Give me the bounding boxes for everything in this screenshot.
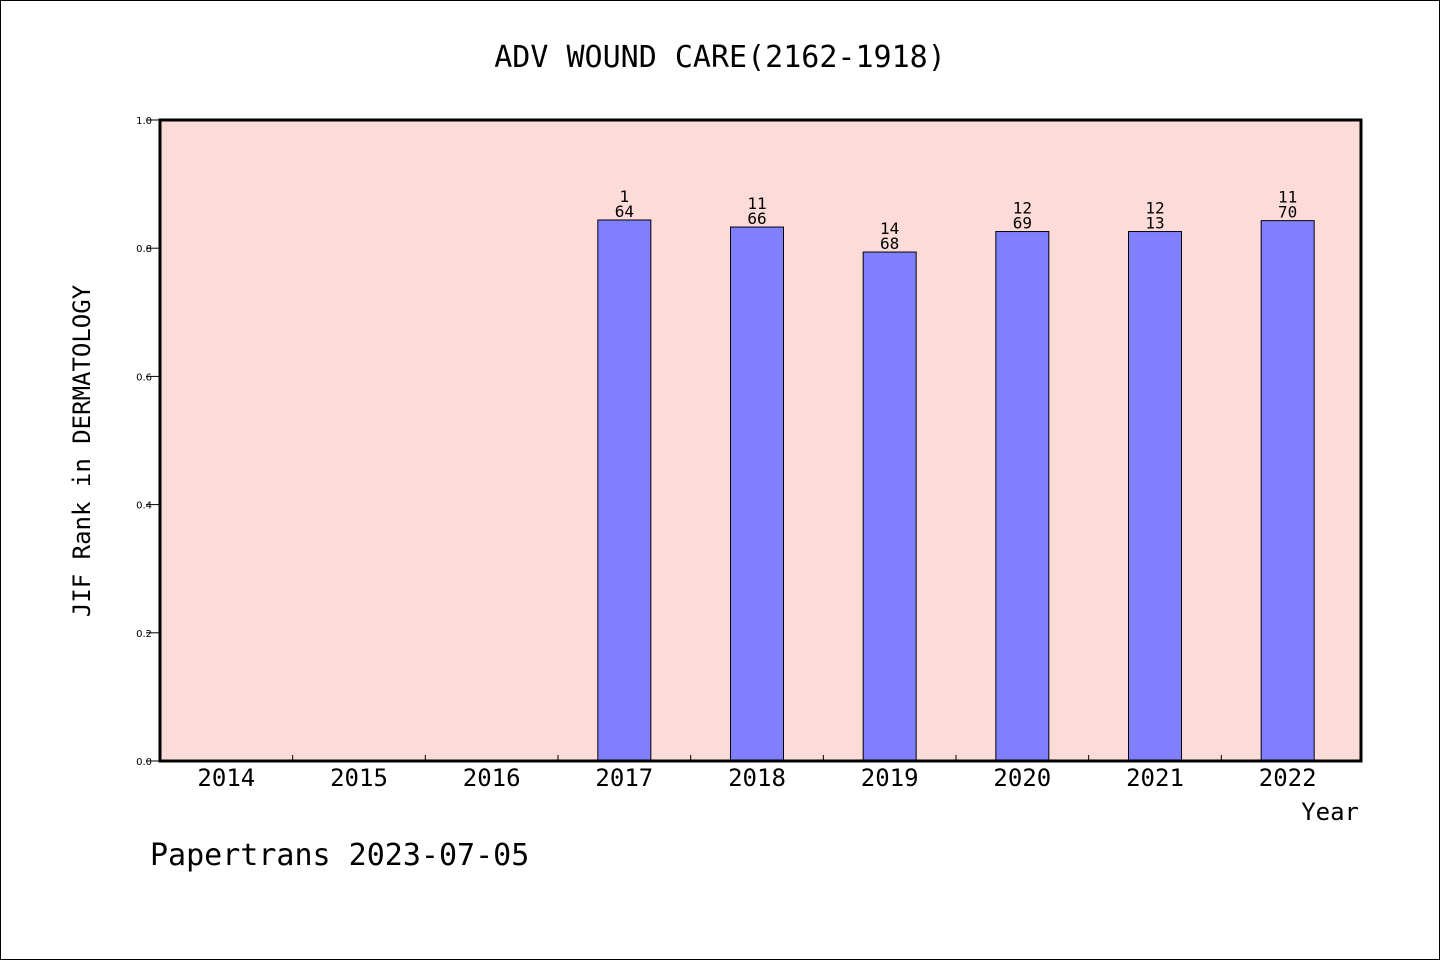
plot-border	[158, 118, 1363, 763]
y-tick-label: 0.6	[136, 372, 152, 383]
data-label-rank: 14	[880, 219, 899, 238]
bar-2019	[862, 251, 917, 762]
y-axis-label: JIF Rank in DERMATOLOGY	[68, 284, 96, 617]
x-tick-label: 2015	[330, 764, 388, 792]
footer-text: Papertrans 2023-07-05	[150, 838, 529, 873]
bar-2017	[597, 219, 652, 762]
data-label-total: 13	[1145, 214, 1164, 233]
y-tick-label: 0.0	[136, 757, 152, 768]
data-label-total: 68	[880, 234, 899, 253]
x-ticks: 2014 2015 2016 2017 2018 2019 2020 2021 2022	[197, 755, 1317, 792]
data-label-rank: 1	[620, 187, 630, 206]
y-tick-label: 1.0	[136, 116, 152, 127]
data-label-total: 66	[747, 209, 766, 228]
x-axis-label: Year	[1301, 798, 1359, 826]
y-tick-label: 0.2	[136, 629, 152, 640]
data-label-rank: 11	[1278, 188, 1297, 207]
bar-2020	[995, 231, 1050, 762]
x-tick-label: 2021	[1126, 764, 1184, 792]
y-tick-label: 0.4	[136, 501, 152, 512]
y-tick-label: 0.8	[136, 244, 152, 255]
x-tick-label: 2018	[728, 764, 786, 792]
x-tick-label: 2016	[463, 764, 521, 792]
data-label-total: 70	[1278, 203, 1297, 222]
bar-2022	[1260, 220, 1315, 762]
data-label-total: 64	[615, 202, 634, 221]
bar-2021	[1128, 231, 1182, 762]
x-tick-label: 2020	[993, 764, 1051, 792]
data-label-rank: 11	[747, 194, 766, 213]
bar-2018	[730, 226, 784, 762]
chart-title: ADV WOUND CARE(2162-1918)	[494, 40, 946, 75]
x-tick-label: 2014	[197, 764, 255, 792]
data-label-rank: 12	[1145, 199, 1164, 218]
y-ticks: 0.0 0.2 0.4 0.6 0.8 1.0	[136, 116, 160, 768]
x-tick-label: 2022	[1259, 764, 1317, 792]
data-label-rank: 12	[1013, 199, 1032, 218]
x-tick-label: 2019	[861, 764, 919, 792]
x-tick-label: 2017	[595, 764, 653, 792]
data-label-total: 69	[1013, 214, 1032, 233]
